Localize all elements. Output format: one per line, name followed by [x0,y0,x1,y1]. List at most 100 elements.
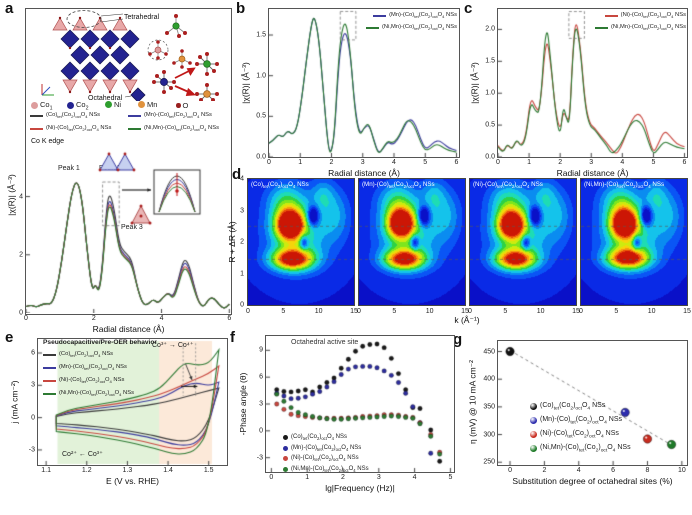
atom-legend-label: Mn [147,100,158,109]
y-axis-label: |χ(R)| (Å⁻³) [469,62,480,104]
tick-label: 3 [376,474,381,481]
tick-label: 0 [496,159,500,166]
tick-label: 0 [508,467,512,474]
panel-d2-title: (Mn)-(Co)tet(Co2)octO4 NSs [362,181,435,190]
panel-f-label: f [230,329,235,346]
panel-a-spectrum-chart [26,150,231,313]
tick-label: 10 [314,308,323,315]
tick-label: 5 [448,474,453,481]
tick-label: 1.2 [81,467,92,474]
atom-legend-ni: Ni [105,100,121,109]
tick-label: 5 [392,308,397,315]
x-axis-label: Substitution degree of octahedral sites … [512,476,673,486]
tick-label: -3 [256,454,263,462]
y-axis-label: |χ(R)| (Å⁻³) [240,62,251,104]
y-axis-label: |χ(R)| (Å⁻³) [6,174,17,216]
dot-swatch [530,417,537,425]
tick-label: 5 [651,159,656,166]
line-swatch [43,366,56,369]
legend-item-s2: (Mn)-(Co)tet(Co2)octO4 NSs [128,112,212,119]
legend-label: (Ni)-(Co)tet(Co2)octO4 NSs [291,455,359,463]
legend-item: (Ni)-(Co)tet(Co2)octO4 NSs [604,12,686,20]
panel-d3-title: (Ni)-(Co)tet(Co2)octO4 NSs [473,181,543,190]
octahedral-label: Octahedral [88,95,123,101]
callout-line [100,13,124,17]
tick-label: 1 [298,159,303,166]
redox-annotation-top: Co³⁺ → Co⁴⁺ [152,342,194,349]
legend-item: (Co)tet(Co2)octO4 NSs [43,351,113,358]
mn-atom [178,55,186,63]
tick-label: 10 [536,308,545,315]
panel-d-label: d [232,166,242,183]
atom-legend-co1: Co1 [31,100,53,112]
tick-label: 0 [269,474,274,481]
legend-item: (Ni,Mn)-(Co)tet(Co2)octO4 NSs [595,24,686,31]
legend-label: (Mn)-(Co)tet(Co2)octO4 NSs [291,444,362,452]
tick-label: 3 [240,207,244,214]
tick-label: 2 [558,159,563,166]
legend-label: (Ni)-(Co)tet(Co2)octO4 NSs [540,430,619,440]
legend-label: (Ni)-(Co)tet(Co2)octO4 NSs [46,125,112,133]
dot-swatch [283,466,288,472]
tick-label: 0 [31,414,35,422]
legend-item: (Mn)-(Co)tet(Co2)octO4 NSs [43,364,127,371]
tick-label: 0 [267,159,271,166]
tick-label: 3 [31,381,35,389]
legend-label: (Ni,Mn)-(Co)tet(Co2)octO4 NSs [540,444,631,454]
tick-label: 0 [259,427,263,435]
legend-item: (Ni)-(Co)tet(Co2)octO4 NSs [43,377,124,384]
legend-label: (Ni,Mn)-(Co)tet(Co2)octO4 NSs [291,465,369,473]
tick-label: 0 [246,308,250,315]
tick-label: 1.3 [122,467,133,474]
legend-item: (Mn)-(Co)tet(Co2)octO4 NSs [283,445,361,452]
line-swatch [128,114,141,117]
tick-label: 1 [240,270,244,277]
x-axis-label: E (V vs. RHE) [106,476,159,486]
substitution-arrows [174,67,197,96]
line-swatch [30,114,43,117]
dot-swatch [530,445,537,453]
y-axis-label: j (mA cm⁻²) [9,380,20,424]
oxygen-dots [58,16,132,94]
tick-label: 400 [483,375,495,383]
panel-d1-heatmap [248,179,354,305]
tick-label: 2 [19,251,23,259]
tetrahedral-callout-circle [66,10,102,28]
panel-e-cv-chart [38,339,227,465]
tick-label: 6 [227,315,232,322]
atom-legend-label: Co1 [40,100,53,112]
co-k-edge-label: Co K edge [31,138,65,145]
legend-item: (Ni)-(Co)tet(Co2)octO4 NSs [530,430,619,439]
tick-label: 350 [483,403,495,411]
co2-atom [160,78,168,86]
tick-label: 3 [589,159,594,166]
legend-label: (Ni)-(Co)tet(Co2)octO4 NSs [620,12,686,20]
axes-icon [41,84,54,96]
x-axis-label: Radial distance (Å) [328,168,400,178]
tick-label: 10 [677,467,686,474]
oxygen-balls [165,14,187,38]
tick-label: 2 [91,315,96,322]
x-axis-label: lg|Frequency (Hz)| [325,483,395,493]
x-axis-label: k (Å⁻¹) [454,315,480,325]
redox-annotation-bottom: Co²⁺ ← Co³⁺ [62,451,103,458]
tick-label: 0 [357,308,361,315]
line-swatch [366,26,379,29]
tick-label: 10 [425,308,434,315]
crystal-structure-illustration: Tetrahedral Octahedral [41,10,219,101]
tick-label: 6 [682,159,687,166]
panel-c-chart [498,9,687,157]
tick-label: 3 [360,159,365,166]
panel-d3-heatmap [470,179,576,305]
tick-label: 1.5 [485,57,495,65]
co1-atom [154,46,162,54]
panel-g-label: g [453,331,463,348]
tick-label: 0 [19,309,23,317]
dot-swatch [530,431,537,439]
legend-item-s1: (Co)tet(Co2)octO4 NSs [30,112,100,119]
tetrahedra-row [52,17,128,31]
tick-label: 8 [645,467,650,474]
tick-label: 4 [576,467,581,474]
octahedron-icon [130,87,146,101]
